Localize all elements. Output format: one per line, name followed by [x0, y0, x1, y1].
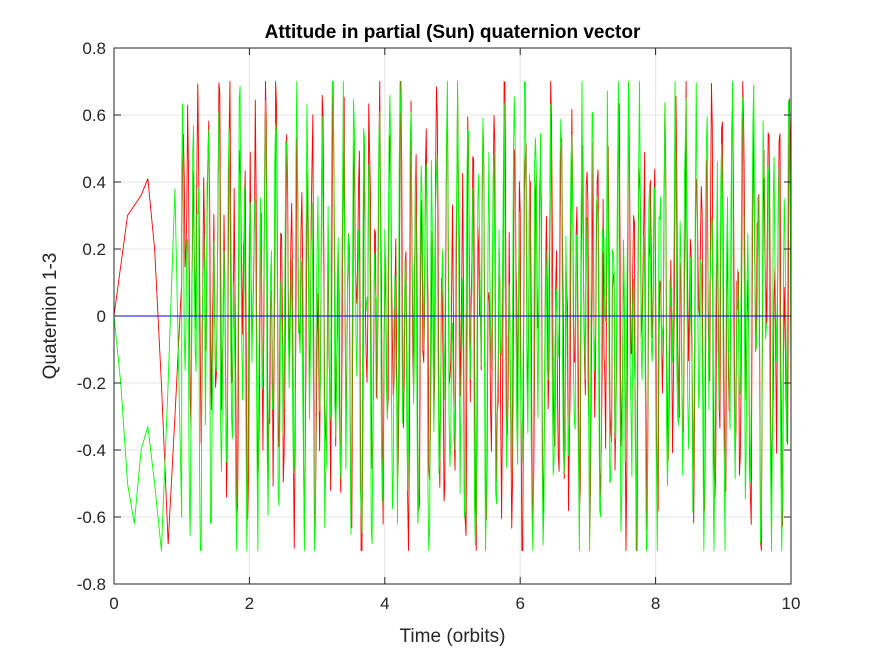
x-tick-label: 10 — [782, 594, 801, 613]
y-tick-label: -0.4 — [77, 441, 106, 460]
series-layer — [114, 81, 791, 551]
x-tick-label: 6 — [515, 594, 524, 613]
x-tick-label: 0 — [109, 594, 118, 613]
x-tick-label: 4 — [380, 594, 389, 613]
series-q2-line — [114, 81, 791, 551]
y-tick-label: -0.8 — [77, 575, 106, 594]
y-tick-label: 0.6 — [82, 106, 106, 125]
y-tick-label: 0.2 — [82, 240, 106, 259]
x-tick-label: 8 — [651, 594, 660, 613]
axis-tick-labels: 0 2 4 6 8 10 -0.8 -0.6 -0.4 -0.2 0 0.2 0.4 0.6 0.8 — [77, 39, 801, 613]
y-tick-label: -0.2 — [77, 374, 106, 393]
y-axis-label: Quaternion 1-3 — [40, 253, 61, 380]
chart-title: Attitude in partial (Sun) quaternion vec… — [265, 22, 641, 43]
y-tick-label: 0.4 — [82, 173, 106, 192]
x-axis-label: Time (orbits) — [400, 626, 506, 647]
y-tick-label: -0.6 — [77, 508, 106, 527]
x-tick-label: 2 — [245, 594, 254, 613]
y-tick-label: 0.8 — [82, 39, 106, 58]
y-tick-label: 0 — [97, 307, 106, 326]
axis-ticks — [113, 47, 792, 585]
